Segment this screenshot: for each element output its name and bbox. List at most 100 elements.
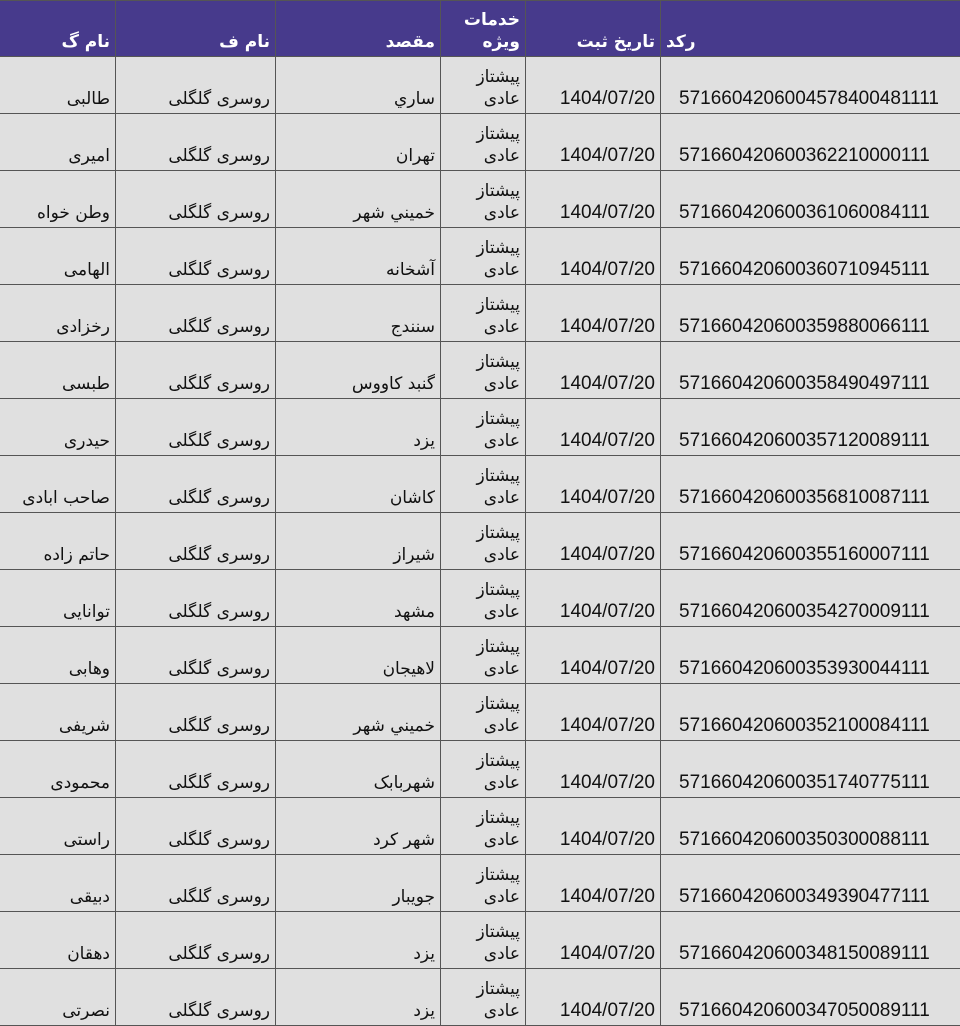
cell-first-name[interactable]: روسری گلگلی — [116, 741, 276, 798]
cell-destination[interactable]: سنندج — [276, 285, 441, 342]
cell-first-name[interactable]: روسری گلگلی — [116, 171, 276, 228]
cell-destination[interactable]: تهران — [276, 114, 441, 171]
cell-first-name[interactable]: روسری گلگلی — [116, 228, 276, 285]
cell-destination[interactable]: کاشان — [276, 456, 441, 513]
cell-code[interactable]: 571660420600357120089111 — [661, 399, 960, 456]
cell-first-name[interactable]: روسری گلگلی — [116, 57, 276, 114]
cell-destination[interactable]: يزد — [276, 912, 441, 969]
cell-code[interactable]: 571660420600362210000111 — [661, 114, 960, 171]
cell-destination[interactable]: ساري — [276, 57, 441, 114]
cell-first-name[interactable]: روسری گلگلی — [116, 513, 276, 570]
cell-first-name[interactable]: روسری گلگلی — [116, 912, 276, 969]
cell-last-name[interactable]: طالبی — [0, 57, 116, 114]
cell-destination[interactable]: يزد — [276, 399, 441, 456]
cell-first-name[interactable]: روسری گلگلی — [116, 627, 276, 684]
cell-date[interactable]: 1404/07/20 — [526, 114, 661, 171]
cell-code[interactable]: 571660420600358490497111 — [661, 342, 960, 399]
cell-last-name[interactable]: حاتم زاده — [0, 513, 116, 570]
cell-date[interactable]: 1404/07/20 — [526, 285, 661, 342]
cell-destination[interactable]: جويبار — [276, 855, 441, 912]
cell-last-name[interactable]: توانایی — [0, 570, 116, 627]
cell-last-name[interactable]: دهقان — [0, 912, 116, 969]
cell-first-name[interactable]: روسری گلگلی — [116, 285, 276, 342]
cell-last-name[interactable]: الهامی — [0, 228, 116, 285]
cell-destination[interactable]: خميني شهر — [276, 171, 441, 228]
cell-code[interactable]: 571660420600352100084111 — [661, 684, 960, 741]
col-header-date[interactable]: تاریخ ثبت — [526, 1, 661, 57]
cell-code[interactable]: 5716604206004578400481111 — [661, 57, 960, 114]
cell-date[interactable]: 1404/07/20 — [526, 855, 661, 912]
cell-last-name[interactable]: شریفی — [0, 684, 116, 741]
cell-destination[interactable]: يزد — [276, 969, 441, 1026]
cell-last-name[interactable]: رخزادی — [0, 285, 116, 342]
cell-first-name[interactable]: روسری گلگلی — [116, 114, 276, 171]
cell-last-name[interactable]: حیدری — [0, 399, 116, 456]
col-header-first-name[interactable]: نام ف — [116, 1, 276, 57]
cell-last-name[interactable]: صاحب ابادی — [0, 456, 116, 513]
cell-code[interactable]: 571660420600350300088111 — [661, 798, 960, 855]
col-header-destination[interactable]: مقصد — [276, 1, 441, 57]
cell-destination[interactable]: لاهيجان — [276, 627, 441, 684]
cell-destination[interactable]: آشخانه — [276, 228, 441, 285]
cell-destination[interactable]: شهربابک — [276, 741, 441, 798]
cell-date[interactable]: 1404/07/20 — [526, 912, 661, 969]
cell-code[interactable]: 571660420600351740775111 — [661, 741, 960, 798]
cell-date[interactable]: 1404/07/20 — [526, 456, 661, 513]
cell-date[interactable]: 1404/07/20 — [526, 741, 661, 798]
cell-date[interactable]: 1404/07/20 — [526, 57, 661, 114]
cell-destination[interactable]: مشهد — [276, 570, 441, 627]
cell-date[interactable]: 1404/07/20 — [526, 627, 661, 684]
cell-date[interactable]: 1404/07/20 — [526, 513, 661, 570]
cell-date[interactable]: 1404/07/20 — [526, 798, 661, 855]
cell-date[interactable]: 1404/07/20 — [526, 969, 661, 1026]
cell-first-name[interactable]: روسری گلگلی — [116, 969, 276, 1026]
cell-last-name[interactable]: دبیقی — [0, 855, 116, 912]
cell-code[interactable]: 571660420600354270009111 — [661, 570, 960, 627]
cell-code[interactable]: 571660420600355160007111 — [661, 513, 960, 570]
cell-last-name[interactable]: وهابی — [0, 627, 116, 684]
cell-first-name[interactable]: روسری گلگلی — [116, 684, 276, 741]
col-header-last-name[interactable]: نام گ — [0, 1, 116, 57]
cell-code[interactable]: 571660420600347050089111 — [661, 969, 960, 1026]
cell-first-name[interactable]: روسری گلگلی — [116, 570, 276, 627]
cell-date[interactable]: 1404/07/20 — [526, 684, 661, 741]
cell-destination[interactable]: گنبد کاووس — [276, 342, 441, 399]
cell-first-name[interactable]: روسری گلگلی — [116, 399, 276, 456]
cell-code[interactable]: 571660420600361060084111 — [661, 171, 960, 228]
cell-last-name[interactable]: طبسی — [0, 342, 116, 399]
cell-last-name[interactable]: نصرتی — [0, 969, 116, 1026]
cell-last-name[interactable]: محمودی — [0, 741, 116, 798]
cell-first-name[interactable]: روسری گلگلی — [116, 855, 276, 912]
cell-code[interactable]: 571660420600349390477111 — [661, 855, 960, 912]
cell-last-name[interactable]: راستی — [0, 798, 116, 855]
cell-code[interactable]: 571660420600360710945111 — [661, 228, 960, 285]
cell-code[interactable]: 571660420600348150089111 — [661, 912, 960, 969]
col-header-code[interactable]: رکد — [661, 1, 960, 57]
cell-code[interactable]: 571660420600353930044111 — [661, 627, 960, 684]
cell-destination[interactable]: شيراز — [276, 513, 441, 570]
cell-date[interactable]: 1404/07/20 — [526, 228, 661, 285]
cell-last-name[interactable]: وطن خواه — [0, 171, 116, 228]
cell-first-name[interactable]: روسری گلگلی — [116, 342, 276, 399]
cell-code[interactable]: 571660420600356810087111 — [661, 456, 960, 513]
cell-last-name[interactable]: امیری — [0, 114, 116, 171]
cell-date[interactable]: 1404/07/20 — [526, 399, 661, 456]
cell-date[interactable]: 1404/07/20 — [526, 570, 661, 627]
